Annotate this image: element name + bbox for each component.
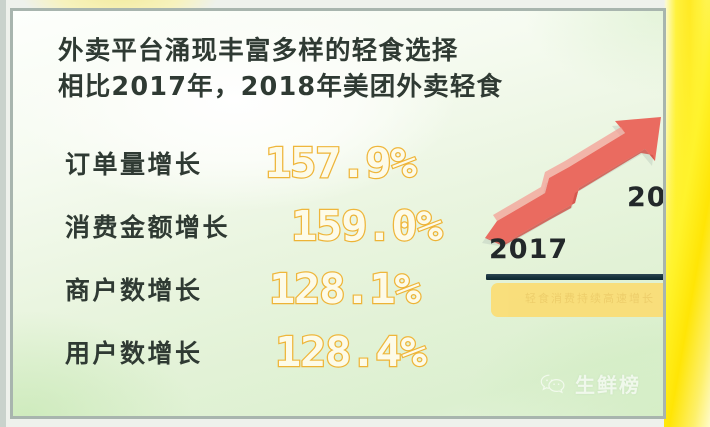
chart-label-start-year: 2017 (489, 234, 569, 265)
metric-value: 157.9% (264, 137, 418, 187)
chart-highlight-band-text: 轻食消费持续高速增长 (525, 292, 655, 305)
watermark-text: 生鲜榜 (575, 373, 641, 397)
headline-line-1: 外卖平台涌现丰富多样的轻食选择 (58, 36, 459, 66)
metric-list: 订单量增长 157.9% 消费金额增长 159.0% 商户数增长 128.1% … (13, 131, 483, 383)
page-edge-accent (664, 0, 710, 427)
wechat-icon (540, 374, 565, 393)
metric-row-merchant-count: 商户数增长 128.1% (13, 257, 483, 320)
chart-label-end-year: 2018 (627, 182, 666, 213)
metric-value: 159.0% (290, 200, 444, 250)
metric-label: 订单量增长 (65, 149, 203, 179)
metric-value: 128.4% (274, 326, 428, 376)
growth-arrow-icon (482, 117, 661, 247)
growth-chart: 2017 2018 轻食消费持续高速增长 (475, 109, 666, 317)
watermark: 生鲜榜 (540, 369, 641, 398)
metric-row-order-volume: 订单量增长 157.9% (13, 131, 483, 194)
metric-row-user-count: 用户数增长 128.4% (13, 320, 483, 383)
metric-label: 消费金额增长 (65, 212, 231, 242)
chart-baseline (486, 274, 663, 280)
page-title: 外卖平台涌现丰富多样的轻食选择 相比2017年，2018年美团外卖轻食 (58, 33, 638, 105)
headline-line-2: 相比2017年，2018年美团外卖轻食 (58, 72, 504, 103)
metric-label: 用户数增长 (65, 338, 203, 368)
metric-label: 商户数增长 (65, 275, 203, 305)
metric-row-spend-amount: 消费金额增长 159.0% (13, 194, 483, 257)
metric-value: 128.1% (268, 263, 422, 313)
chart-highlight-band: 轻食消费持续高速增长 (491, 283, 663, 317)
card-frame: 外卖平台涌现丰富多样的轻食选择 相比2017年，2018年美团外卖轻食 订单量增… (10, 8, 666, 419)
